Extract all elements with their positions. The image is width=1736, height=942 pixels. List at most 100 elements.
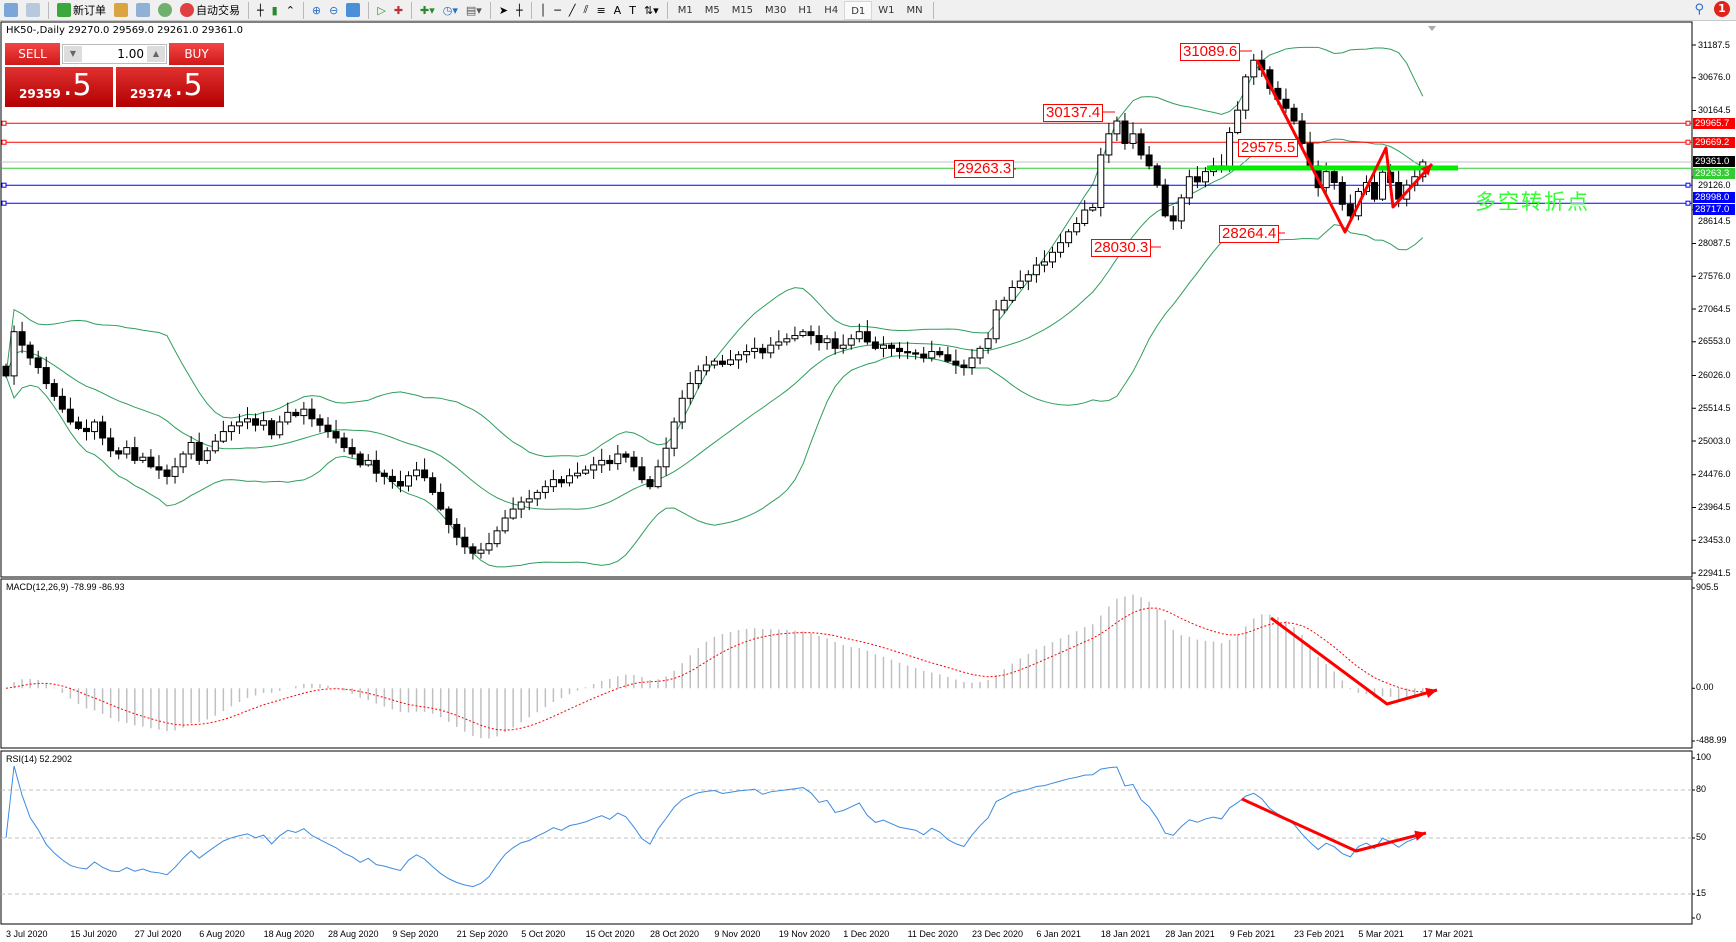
timeframe-m1[interactable]: M1: [677, 4, 693, 16]
timeframe-m30[interactable]: M30: [765, 4, 787, 16]
bar-chart-button[interactable]: ┼: [253, 1, 268, 20]
annotation-high[interactable]: 31089.6: [1180, 43, 1241, 61]
price-tick-label: 30676.0: [1698, 72, 1731, 83]
auto-trading-button[interactable]: 自动交易: [176, 1, 244, 20]
date-tick-label: 9 Sep 2020: [392, 929, 439, 939]
search-icon[interactable]: ⚲: [1694, 1, 1704, 17]
timeframe-h1[interactable]: H1: [798, 4, 813, 16]
new-order-icon: [57, 3, 71, 17]
cursor-button[interactable]: ➤: [495, 1, 512, 20]
chart-shift-button[interactable]: ✚: [390, 1, 407, 20]
candle-body: [324, 424, 332, 433]
candle-body: [179, 453, 187, 468]
channel-button[interactable]: ⫽: [580, 1, 593, 20]
tile-icon: [346, 3, 361, 17]
vertical-line-button[interactable]: │: [536, 1, 551, 20]
new-order-button[interactable]: 新订单: [53, 1, 110, 20]
candle: [847, 334, 855, 350]
print-button[interactable]: [132, 1, 154, 20]
candle: [735, 351, 743, 369]
annotation-label[interactable]: 29575.5: [1238, 139, 1299, 157]
text-label-icon: T: [629, 3, 636, 17]
horizontal-line-button[interactable]: ─: [550, 1, 565, 20]
candle: [1250, 53, 1258, 85]
lot-decrease-icon[interactable]: ▼: [64, 46, 82, 62]
candle-body: [533, 491, 541, 500]
candle: [1049, 246, 1056, 269]
candle: [1161, 178, 1169, 218]
candle-chart-button[interactable]: ▮: [268, 1, 282, 20]
candle: [308, 398, 316, 427]
candle-body: [235, 421, 243, 427]
price-tick-label: 30164.5: [1698, 105, 1731, 115]
turning-point-text[interactable]: 多空转折点: [1475, 190, 1590, 214]
annotation-low[interactable]: 28264.4: [1219, 225, 1280, 243]
date-tick-label: 5 Mar 2021: [1358, 929, 1404, 939]
candle: [2, 363, 10, 378]
signal-button[interactable]: [154, 1, 176, 20]
chart-icon: [4, 3, 18, 17]
candle: [1137, 128, 1145, 160]
tile-windows-button[interactable]: [342, 1, 364, 20]
candle-body: [1016, 280, 1024, 289]
periods-button[interactable]: ◷▾: [439, 1, 462, 20]
candle: [123, 440, 131, 459]
candle-body: [1121, 120, 1129, 144]
text-label-button[interactable]: T: [625, 1, 640, 20]
candle: [533, 489, 541, 506]
sell-button[interactable]: SELL: [5, 43, 60, 65]
rsi-arrow-head: [1414, 830, 1426, 841]
candle-body: [718, 360, 726, 365]
candle-body: [1105, 133, 1113, 156]
candle-body: [992, 309, 1000, 340]
timeframe-m15[interactable]: M15: [731, 4, 754, 16]
fibonacci-button[interactable]: ≡: [592, 1, 609, 20]
fibonacci-icon: ≡: [596, 3, 606, 17]
timeframe-mn[interactable]: MN: [906, 4, 923, 16]
timeframe-d1[interactable]: D1: [844, 0, 873, 20]
candle: [1153, 163, 1161, 188]
crosshair-button[interactable]: ┼: [512, 1, 527, 20]
candle-body: [413, 469, 421, 477]
text-button[interactable]: A: [610, 1, 626, 20]
timeframe-w1[interactable]: W1: [878, 4, 895, 16]
lot-increase-icon[interactable]: ▲: [147, 46, 165, 62]
candle-body: [936, 351, 944, 356]
zoom-in-button[interactable]: ⊕: [308, 1, 325, 20]
line-chart-button[interactable]: ⌃: [282, 1, 299, 20]
autoscroll-button[interactable]: ▷: [373, 1, 389, 20]
candle: [34, 350, 42, 374]
clock-icon: ◷▾: [442, 3, 458, 17]
notification-badge[interactable]: 1: [1714, 1, 1730, 17]
timeframe-h4[interactable]: H4: [824, 4, 839, 16]
candle: [751, 337, 759, 359]
candle-body: [879, 344, 887, 349]
zoom-chart-button[interactable]: [22, 1, 44, 20]
bollinger-upper: [5, 46, 1424, 457]
candle-body: [469, 546, 477, 554]
trendline-button[interactable]: ╱: [565, 1, 580, 20]
zoom-in-icon: ⊕: [311, 3, 322, 17]
indicators-button[interactable]: ✚▾: [416, 1, 439, 20]
buy-price[interactable]: 29374 .5: [116, 67, 224, 107]
vertical-line-icon: │: [539, 3, 547, 17]
templates-button[interactable]: ▤▾: [462, 1, 486, 20]
arrows-button[interactable]: ⇅▾: [640, 1, 663, 20]
new-chart-button[interactable]: [0, 1, 22, 20]
sell-price[interactable]: 29359 .5: [5, 67, 113, 107]
candle: [364, 454, 372, 467]
lot-size-input[interactable]: ▼ 1.00 ▲: [62, 44, 167, 64]
candle: [509, 497, 517, 520]
candle: [1371, 171, 1378, 202]
zoom-out-button[interactable]: ⊖: [325, 1, 342, 20]
annotation-label[interactable]: 28030.3: [1091, 239, 1152, 257]
buy-button[interactable]: BUY: [169, 43, 224, 65]
tools-button[interactable]: [110, 1, 132, 20]
candle-body: [1129, 133, 1137, 144]
annotation-label[interactable]: 30137.4: [1043, 104, 1104, 122]
annotation-label[interactable]: 29263.3: [954, 160, 1015, 178]
candle-body: [727, 359, 734, 365]
timeframe-m5[interactable]: M5: [704, 4, 720, 16]
candle-body: [131, 447, 139, 461]
